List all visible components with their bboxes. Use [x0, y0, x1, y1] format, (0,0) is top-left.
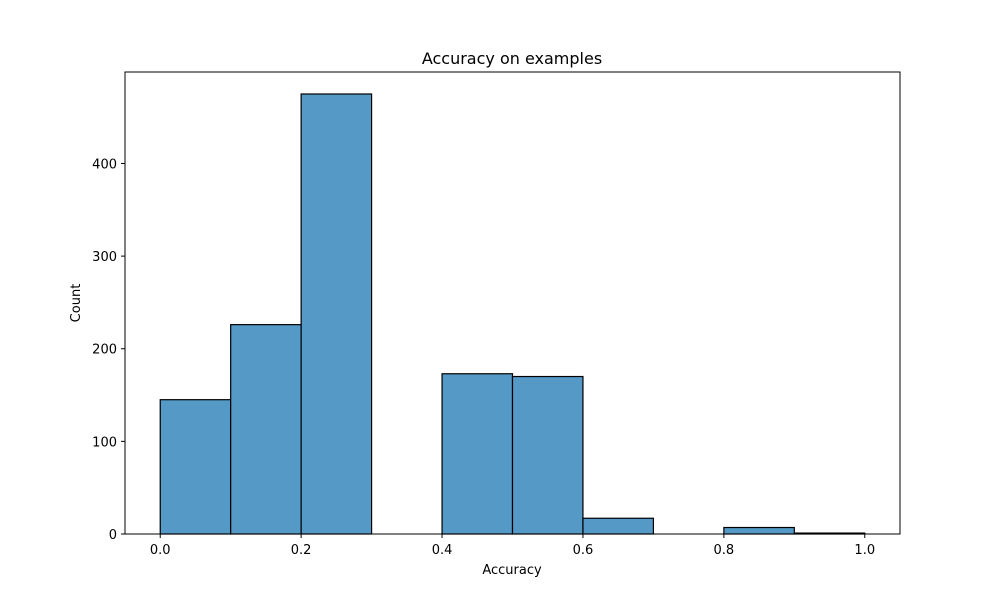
y-axis-label: Count: [69, 284, 84, 323]
x-axis-label: Accuracy: [482, 563, 542, 578]
x-tick-label: 0.0: [150, 543, 171, 558]
bar: [582, 517, 655, 535]
x-tick-label: 0.6: [573, 543, 594, 558]
y-tick-label: 300: [92, 250, 117, 265]
bar: [441, 373, 514, 535]
x-tick-label: 0.8: [714, 543, 735, 558]
bar: [300, 93, 373, 535]
y-tick-label: 200: [92, 343, 117, 358]
bar: [159, 399, 232, 535]
x-tick-label: 1.0: [854, 543, 875, 558]
x-tick-label: 0.4: [432, 543, 453, 558]
bar: [511, 375, 584, 535]
y-tick-label: 100: [92, 435, 117, 450]
plot-frame: [124, 71, 901, 535]
y-tick-label: 400: [92, 157, 117, 172]
bar: [723, 526, 795, 535]
y-tick-label: 0: [109, 528, 117, 543]
chart-title: Accuracy on examples: [422, 49, 602, 68]
x-tick-label: 0.2: [291, 543, 312, 558]
bar: [230, 324, 302, 535]
